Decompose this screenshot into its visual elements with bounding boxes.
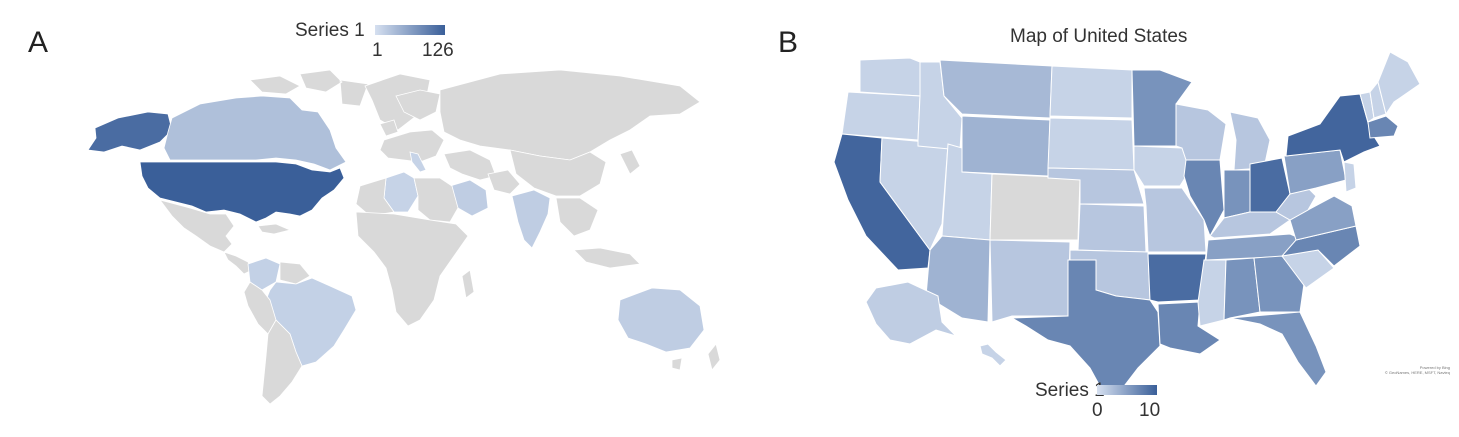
region-western-europe bbox=[379, 129, 445, 163]
region-caribbean bbox=[257, 223, 292, 235]
region-russia bbox=[439, 69, 701, 161]
legend-b-gradient bbox=[1097, 385, 1157, 395]
state-alabama bbox=[1223, 257, 1261, 321]
state-new-mexico bbox=[989, 239, 1071, 323]
state-oregon bbox=[841, 91, 921, 141]
region-japan bbox=[619, 149, 641, 175]
region-tasmania-nz bbox=[671, 343, 721, 371]
state-north-dakota bbox=[1049, 65, 1133, 119]
state-arkansas bbox=[1147, 253, 1207, 303]
region-iran-pakistan bbox=[487, 169, 521, 195]
panel-letter-b: B bbox=[778, 26, 799, 59]
state-wyoming bbox=[961, 115, 1051, 177]
state-pennsylvania bbox=[1283, 149, 1347, 195]
panel-letter-a: A bbox=[28, 26, 49, 59]
region-west-africa-north bbox=[355, 177, 395, 217]
legend-b-max: 10 bbox=[1139, 400, 1161, 421]
state-colorado bbox=[989, 173, 1081, 241]
state-missouri bbox=[1143, 187, 1207, 253]
legend-b-title: Series 1 bbox=[1035, 380, 1105, 401]
region-united-states bbox=[139, 161, 345, 223]
state-massachusetts bbox=[1367, 115, 1399, 139]
legend-a-gradient bbox=[375, 25, 445, 35]
panel-a-world-map: A Series 1 1 126 bbox=[28, 20, 721, 405]
state-hawaii bbox=[979, 343, 1007, 367]
region-scandinavia bbox=[395, 89, 441, 121]
region-indonesia bbox=[573, 247, 641, 269]
legend-a-min: 1 bbox=[372, 40, 383, 61]
credit-line-2: © GeoNames, HERE, MSFT, Navteq bbox=[1384, 370, 1450, 375]
legend-a-title: Series 1 bbox=[295, 20, 365, 41]
state-kentucky bbox=[1209, 211, 1291, 239]
region-uk bbox=[379, 119, 399, 137]
state-new-york bbox=[1285, 93, 1381, 163]
map-credit: Powered by Bing © GeoNames, HERE, MSFT, … bbox=[1330, 365, 1450, 375]
state-south-dakota bbox=[1047, 117, 1135, 171]
state-new-jersey bbox=[1343, 161, 1357, 193]
region-central-america bbox=[223, 251, 253, 275]
state-iowa bbox=[1133, 145, 1191, 187]
region-italy bbox=[409, 151, 427, 173]
region-australia bbox=[617, 287, 705, 353]
region-sub-saharan-africa bbox=[355, 211, 469, 327]
state-wisconsin bbox=[1175, 103, 1227, 161]
region-china bbox=[509, 149, 607, 197]
panel-b-us-map: B Map of United States bbox=[730, 0, 1459, 437]
state-montana bbox=[939, 59, 1053, 119]
region-southeast-asia bbox=[555, 197, 599, 237]
state-georgia bbox=[1253, 255, 1305, 313]
region-venezuela bbox=[279, 261, 311, 285]
state-florida bbox=[1229, 311, 1327, 387]
region-arctic-islands bbox=[249, 69, 369, 107]
state-mississippi bbox=[1197, 259, 1227, 327]
credit-line-1: Powered by Bing bbox=[1419, 365, 1450, 370]
legend-b: Series 1 0 10 bbox=[1035, 380, 1185, 424]
state-washington bbox=[859, 57, 921, 97]
region-mexico bbox=[158, 199, 235, 253]
region-canada bbox=[163, 95, 347, 171]
region-alaska bbox=[87, 111, 173, 153]
world-map-canvas bbox=[87, 69, 721, 405]
us-map-canvas bbox=[833, 51, 1421, 395]
state-maine bbox=[1377, 51, 1421, 116]
region-argentina-chile bbox=[261, 319, 303, 405]
region-libya-egypt bbox=[413, 177, 459, 223]
state-kansas bbox=[1077, 203, 1147, 253]
region-madagascar bbox=[461, 269, 475, 299]
legend-a: Series 1 1 126 bbox=[295, 20, 475, 64]
state-indiana bbox=[1223, 169, 1251, 219]
state-alaska bbox=[865, 281, 957, 345]
legend-a-max: 126 bbox=[422, 40, 454, 61]
map-title: Map of United States bbox=[1010, 26, 1188, 47]
region-india bbox=[511, 189, 551, 249]
state-illinois bbox=[1183, 159, 1225, 238]
region-middle-east bbox=[443, 149, 497, 181]
legend-b-min: 0 bbox=[1092, 400, 1103, 421]
